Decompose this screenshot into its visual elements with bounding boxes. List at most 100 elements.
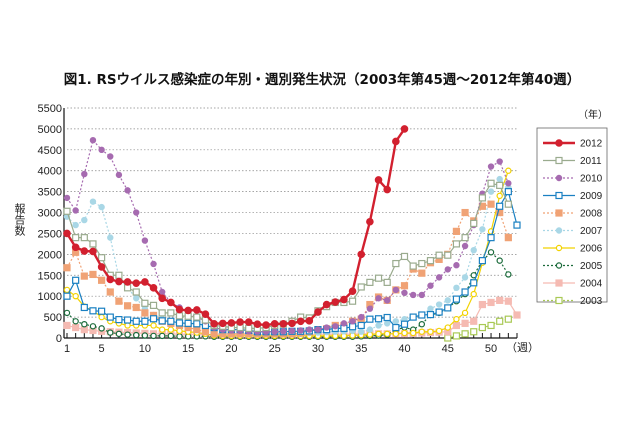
- x-tick-label: 15: [182, 343, 194, 355]
- data-point: [452, 321, 461, 330]
- legend-item-2011: 2011: [543, 156, 602, 167]
- data-point: [72, 292, 79, 300]
- y-axis: 0 500 1000 1500 2000 2500 3000 3500 4000 4500 5000…: [38, 103, 65, 345]
- data-point: [150, 322, 157, 329]
- data-point: [505, 271, 512, 278]
- data-point: [271, 328, 278, 335]
- data-point: [176, 327, 183, 335]
- data-point: [479, 226, 486, 233]
- y-tick-label: 2000: [38, 249, 62, 261]
- data-point: [158, 332, 166, 340]
- x-tick-label: 25: [269, 343, 281, 355]
- y-tick-label: 3000: [38, 208, 62, 220]
- data-point: [133, 331, 140, 339]
- data-point: [340, 320, 348, 327]
- data-point: [80, 247, 89, 255]
- data-point: [383, 185, 391, 194]
- data-point: [470, 317, 478, 325]
- legend-marker: [555, 156, 563, 165]
- data-point: [150, 332, 157, 340]
- y-tick-label: 500: [44, 312, 62, 324]
- data-point: [461, 242, 469, 250]
- data-point: [461, 319, 469, 327]
- data-point: [89, 136, 97, 144]
- data-point: [149, 284, 158, 292]
- data-point: [374, 274, 383, 282]
- data-point: [106, 275, 115, 284]
- data-point: [461, 288, 469, 296]
- data-point: [262, 321, 270, 329]
- data-point: [106, 313, 114, 321]
- legend-item-2012: 2012: [543, 139, 603, 150]
- data-point: [141, 299, 149, 307]
- data-point: [132, 279, 141, 288]
- legend-item-2003: 2003: [543, 296, 603, 307]
- x-tick-label: 1: [64, 343, 70, 355]
- data-point: [452, 240, 461, 248]
- data-point: [418, 311, 426, 319]
- data-point: [167, 298, 175, 307]
- data-point: [496, 257, 503, 264]
- data-point: [487, 298, 495, 307]
- data-point: [133, 209, 140, 216]
- data-point: [236, 318, 244, 326]
- data-point: [167, 326, 175, 333]
- data-point: [348, 297, 357, 305]
- data-point: [461, 234, 469, 242]
- data-point: [357, 283, 365, 291]
- data-point: [115, 330, 123, 338]
- data-point: [158, 309, 166, 317]
- data-point: [184, 306, 192, 315]
- data-point: [435, 274, 443, 281]
- legend-label: 2012: [580, 139, 603, 150]
- data-point: [63, 229, 71, 238]
- data-point: [461, 208, 469, 217]
- data-point: [227, 319, 236, 327]
- data-point: [496, 296, 504, 304]
- data-point: [89, 323, 97, 330]
- data-point: [487, 249, 495, 256]
- y-tick-label: 3500: [38, 187, 62, 199]
- data-point: [409, 291, 417, 299]
- data-point: [366, 305, 374, 312]
- series-2010: [63, 136, 512, 335]
- data-point: [132, 288, 140, 296]
- data-point: [288, 327, 296, 335]
- data-point: [270, 319, 279, 328]
- data-point: [288, 319, 296, 328]
- series-lines: [63, 125, 521, 342]
- data-point: [444, 297, 451, 304]
- data-point: [244, 318, 253, 326]
- data-point: [504, 315, 512, 323]
- data-point: [80, 303, 88, 312]
- legend-marker: [555, 244, 563, 252]
- data-point: [487, 188, 495, 195]
- legend-label: 2006: [580, 244, 603, 255]
- gridlines: [67, 107, 517, 318]
- legend-marker: [555, 227, 563, 234]
- data-point: [98, 307, 106, 315]
- data-point: [504, 188, 512, 196]
- data-point: [470, 246, 477, 254]
- data-point: [63, 309, 71, 317]
- data-point: [478, 300, 486, 309]
- legend-title: （年）: [578, 108, 608, 121]
- data-point: [167, 317, 175, 325]
- data-point: [349, 318, 356, 325]
- legend-box: [536, 127, 608, 303]
- data-point: [98, 203, 105, 211]
- data-point: [418, 328, 426, 335]
- legend-marker: [555, 279, 563, 287]
- x-tick-label: 5: [99, 343, 105, 355]
- data-point: [72, 323, 80, 332]
- data-point: [504, 297, 512, 305]
- data-point: [98, 325, 105, 332]
- data-point: [400, 252, 409, 261]
- data-point: [366, 278, 374, 286]
- data-point: [383, 320, 391, 327]
- data-point: [141, 332, 149, 339]
- data-point: [427, 328, 434, 335]
- data-point: [175, 319, 184, 327]
- legend-marker: [555, 262, 563, 269]
